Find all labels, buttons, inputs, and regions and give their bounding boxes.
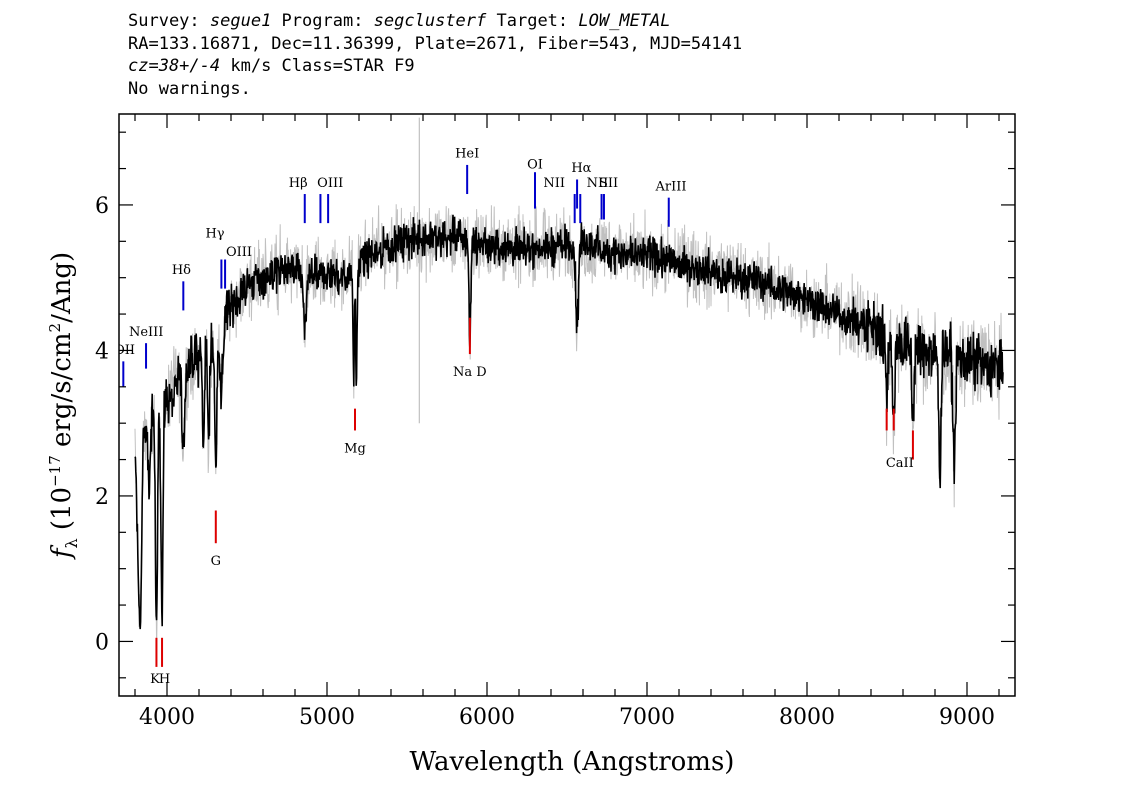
header-line1-segment-0: Survey: [128,11,210,31]
y-axis-label-part-1: λ [62,538,81,548]
x-tick-label-9000: 9000 [939,705,995,730]
absorption-label-3: Mg [344,441,366,456]
emission-label-7: HeI [455,147,479,162]
y-tick-label-6: 6 [95,194,109,219]
error-series [134,204,1004,649]
emission-label-3: Hγ [205,227,224,242]
y-tick-label-2: 2 [95,485,109,510]
emission-label-0: NeIII [129,325,163,340]
x-tick-label-7000: 7000 [619,705,675,730]
y-tick-label-4: 4 [95,339,109,364]
x-tick-label-8000: 8000 [779,705,835,730]
x-tick-label-5000: 5000 [299,705,355,730]
survey-program-target-line: Survey: segue1 Program: segclusterf Targ… [128,10,1028,33]
header-line3-segment-0: cz=38+/-4 [128,56,221,76]
header-line1-segment-4: Target: [486,11,579,31]
header-line1-segment-2: Program: [271,11,374,31]
emission-label-10: Hα [571,161,591,176]
y-axis-label: fλ (10−17 erg/s/cm2/Ang) [46,252,81,560]
y-axis-label-part-2: (10 [47,487,77,539]
header-line1-segment-3: segclusterf [373,11,487,31]
x-axis-label: Wavelength (Angstroms) [410,747,735,777]
y-tick-label-0: 0 [95,630,109,655]
emission-label-6: OIII [317,176,343,191]
redshift-class-line: cz=38+/-4 km/s Class=STAR F9 [128,55,1028,78]
header-line1-segment-1: segue1 [209,11,272,31]
absorption-label-1: H [159,672,170,687]
emission-label-11: NII [587,176,609,191]
coordinates-line: RA=133.16871, Dec=11.36399, Plate=2671, … [128,33,743,54]
x-tick-label-4000: 4000 [139,705,195,730]
absorption-label-4: Na D [453,365,487,380]
warnings-line: No warnings. [128,78,251,99]
emission-label-12: SII [599,176,618,191]
plot-frame [118,113,1016,697]
flux-series [134,214,1004,630]
y-axis-label-part-3: −17 [46,455,64,487]
y-axis-label-part-6: /Ang) [47,252,77,323]
emission-label-9: NII [543,176,565,191]
y-axis-label-part-5: 2 [46,323,64,333]
emission-label-4: OIII [226,245,252,260]
emission-label-5: Hβ [289,176,308,191]
header-line3-segment-1: km/s Class=STAR F9 [220,56,415,76]
header-line1-segment-5: LOW_METAL [578,11,671,31]
absorption-label-5: CaII [886,456,914,471]
absorption-label-0: K [150,672,160,687]
emission-label-13: ArIII [654,179,686,194]
absorption-label-2: G [211,554,221,569]
emission-label-8: OI [527,158,543,173]
spectrum-info-header: Survey: segue1 Program: segclusterf Targ… [128,10,1028,100]
emission-label-2: Hδ [172,263,191,278]
x-tick-label-6000: 6000 [459,705,515,730]
y-axis-label-part-4: erg/s/cm [47,332,77,455]
